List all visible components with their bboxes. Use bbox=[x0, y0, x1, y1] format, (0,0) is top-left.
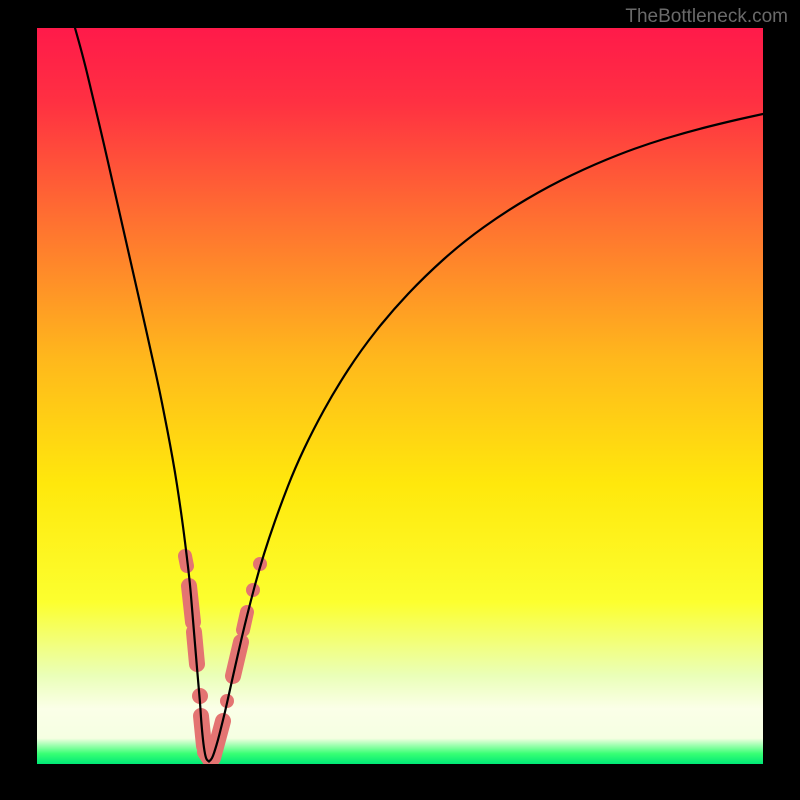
chart-frame: TheBottleneck.com bbox=[0, 0, 800, 800]
watermark-text: TheBottleneck.com bbox=[625, 6, 788, 28]
plot-svg bbox=[37, 28, 763, 764]
plot-area bbox=[37, 28, 763, 764]
plot-background bbox=[37, 28, 763, 764]
